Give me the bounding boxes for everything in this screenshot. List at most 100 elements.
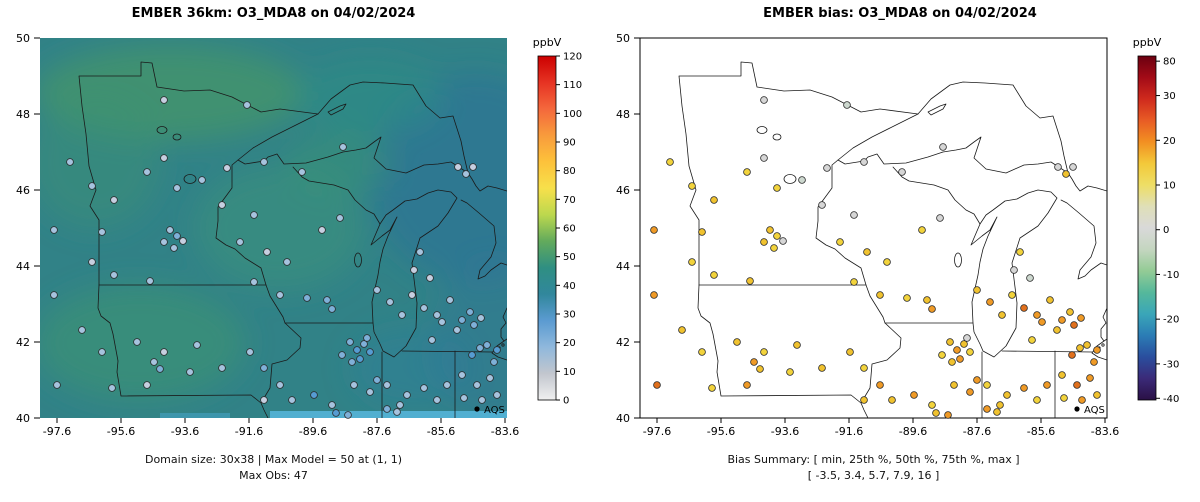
aqs-site-dot	[770, 244, 778, 252]
colorbar-tick-label: -10	[1163, 270, 1179, 281]
aqs-site-dot	[860, 396, 868, 404]
aqs-site-dot	[903, 294, 911, 302]
colorbar-ramp	[537, 55, 557, 401]
aqs-site-dot	[918, 226, 926, 234]
aqs-site-dot	[218, 364, 226, 372]
aqs-site-dot	[1093, 346, 1101, 354]
aqs-site-dot	[416, 248, 424, 256]
aqs-site-dot	[143, 168, 151, 176]
aqs-site-dot	[650, 226, 658, 234]
aqs-site-dot	[473, 381, 481, 389]
colorbar-tick-label: 10	[563, 367, 576, 378]
aqs-site-dot	[288, 396, 296, 404]
panel-title-right: EMBER bias: O3_MDA8 on 04/02/2024	[763, 6, 1037, 21]
aqs-site-dot	[173, 232, 181, 240]
aqs-site-dot	[328, 305, 336, 313]
aqs-site-dot	[1033, 311, 1041, 319]
caption-bias-summary-header: Bias Summary: [ min, 25th %, 50th %, 75t…	[727, 453, 1020, 466]
aqs-site-dot	[1028, 336, 1036, 344]
aqs-legend-label: AQS	[1084, 405, 1105, 416]
aqs-site-dot	[339, 143, 347, 151]
aqs-site-dot	[420, 304, 428, 312]
colorbar-ramp	[1137, 55, 1157, 401]
colorbar-tick-label: 20	[1163, 136, 1176, 147]
aqs-site-dot	[973, 286, 981, 294]
aqs-site-dot	[1003, 391, 1011, 399]
aqs-site-dot	[146, 277, 154, 285]
aqs-site-dot	[898, 168, 906, 176]
aqs-site-dot	[836, 238, 844, 246]
aqs-site-dot	[1066, 308, 1074, 316]
aqs-site-dot	[458, 316, 466, 324]
aqs-site-dot	[983, 405, 991, 413]
aqs-site-dot	[960, 340, 968, 348]
aqs-site-dot	[983, 381, 991, 389]
aqs-site-dot	[1073, 381, 1081, 389]
colorbar-tick-label: -30	[1163, 359, 1179, 370]
aqs-site-dot	[743, 168, 751, 176]
aqs-site-dot	[653, 381, 661, 389]
x-tick-label: -89.6	[899, 425, 927, 438]
aqs-site-dot	[260, 158, 268, 166]
aqs-site-dot	[823, 164, 831, 172]
aqs-site-dot	[386, 298, 394, 306]
aqs-site-dot	[250, 211, 258, 219]
aqs-site-dot	[928, 401, 936, 409]
aqs-site-dot	[344, 411, 352, 419]
aqs-site-dot	[133, 338, 141, 346]
aqs-site-dot	[373, 376, 381, 384]
x-tick-label: -85.6	[1027, 425, 1055, 438]
aqs-site-dot	[1083, 341, 1091, 349]
aqs-site-dot	[746, 277, 754, 285]
model-map-svg: AQS -97.6 -95.6 -93.6 -91.6 -89.6 -87.6 -85.6-…	[16, 32, 582, 438]
aqs-site-dot	[760, 96, 768, 104]
y-tick-label: 48	[616, 108, 630, 121]
colorbar-tick-label: 110	[563, 80, 582, 91]
aqs-site-dot	[336, 214, 344, 222]
aqs-site-dot	[1026, 274, 1034, 282]
aqs-site-dot	[173, 184, 181, 192]
aqs-site-dot	[236, 238, 244, 246]
aqs-site-dot	[1077, 314, 1085, 322]
aqs-site-dot	[454, 163, 462, 171]
aqs-site-dot	[50, 226, 58, 234]
aqs-site-dot	[170, 244, 178, 252]
aqs-site-dot	[876, 291, 884, 299]
colorbar-tick-label: 40	[563, 281, 576, 292]
plot-frame	[639, 37, 1108, 419]
x-tick-label: -93.6	[171, 425, 199, 438]
aqs-site-dot	[143, 381, 151, 389]
aqs-site-dot	[468, 351, 476, 359]
aqs-sites-layer	[50, 96, 501, 419]
aqs-site-dot	[793, 341, 801, 349]
x-tick-label: -97.6	[643, 425, 671, 438]
aqs-site-dot	[678, 326, 686, 334]
aqs-site-dot	[410, 266, 418, 274]
aqs-site-dot	[78, 326, 86, 334]
aqs-site-dot	[310, 391, 318, 399]
aqs-site-dot	[363, 334, 371, 342]
aqs-site-dot	[186, 368, 194, 376]
colorbar-tick-label: 120	[563, 52, 582, 63]
aqs-site-dot	[944, 411, 952, 419]
aqs-site-dot	[50, 291, 58, 299]
aqs-site-dot	[998, 311, 1006, 319]
x-tick-label: -91.6	[235, 425, 263, 438]
aqs-site-dot	[193, 341, 201, 349]
aqs-site-dot	[356, 355, 364, 363]
aqs-site-dot	[966, 348, 974, 356]
aqs-site-dot	[786, 368, 794, 376]
aqs-site-dot	[1058, 371, 1066, 379]
aqs-site-dot	[98, 348, 106, 356]
aqs-site-dot	[766, 226, 774, 234]
aqs-site-dot	[260, 364, 268, 372]
aqs-site-dot	[218, 201, 226, 209]
aqs-site-dot	[1068, 351, 1076, 359]
aqs-site-dot	[1076, 344, 1084, 352]
aqs-site-dot	[846, 348, 854, 356]
aqs-site-dot	[298, 168, 306, 176]
aqs-site-dot	[939, 143, 947, 151]
aqs-site-dot	[338, 351, 346, 359]
model-raster	[40, 38, 507, 418]
colorbar-tick-label: 80	[563, 166, 576, 177]
